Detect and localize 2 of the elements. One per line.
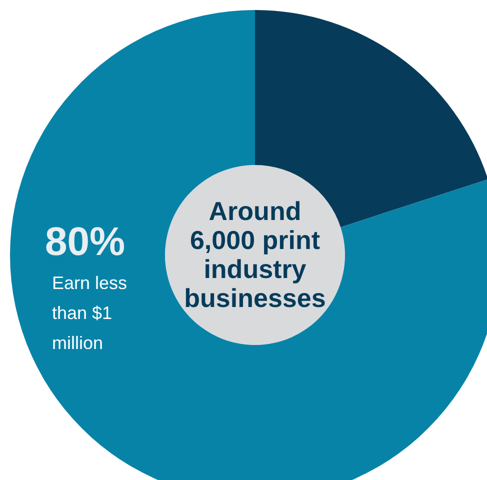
slice-label: Earn less than $1 million — [52, 272, 128, 355]
data-label: 80% — [45, 220, 126, 264]
